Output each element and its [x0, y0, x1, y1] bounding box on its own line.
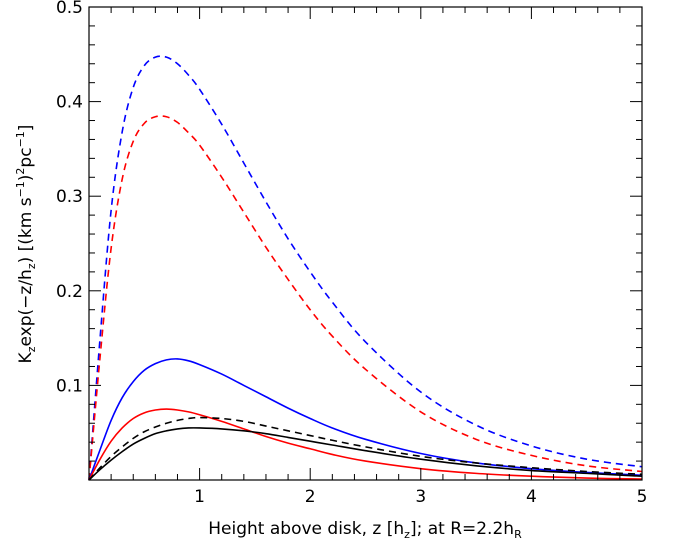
y-axis-label-part: )	[16, 175, 36, 182]
y-tick-label: 0.5	[56, 0, 83, 18]
x-axis-label: Height above disk, z [hz]; at R=2.2hR	[208, 519, 522, 541]
y-axis-label-part: exp(−z/h	[16, 269, 36, 346]
y-axis-label-sub: z	[25, 346, 38, 352]
dashed-series-line-0	[88, 55, 643, 481]
y-axis-label-sup: −1	[14, 181, 27, 197]
y-axis-label-part: K	[16, 351, 36, 363]
y-axis-label-sup: 2	[14, 168, 27, 175]
y-axis-label-sup: −1	[14, 131, 27, 147]
dashed-series-line-4	[88, 416, 643, 481]
x-tick-label: 5	[637, 487, 648, 507]
y-axis-label-part: ]	[16, 125, 36, 132]
x-tick-label: 3	[415, 487, 426, 507]
x-axis-label-part: ]; at R=2.2h	[410, 519, 514, 539]
y-tick-label: 0.3	[56, 187, 83, 207]
y-tick-label: 0.2	[56, 282, 83, 302]
x-axis-label-sub: z	[404, 528, 410, 541]
plot-frame	[88, 6, 643, 481]
x-tick-label: 4	[526, 487, 537, 507]
y-axis-label-part: pc	[16, 147, 36, 167]
dashed-series-line-1	[88, 115, 643, 481]
y-axis-label-part: ) [(km s	[16, 197, 36, 263]
series-lines	[88, 55, 643, 481]
solid-series-line-3	[88, 408, 643, 481]
x-axis-label-sub: R	[514, 528, 522, 541]
x-tick-label: 1	[194, 487, 205, 507]
axis-ticks	[88, 6, 643, 481]
solid-series-line-5	[88, 427, 643, 481]
y-axis-label: Kzexp(−z/hz) [(km s−1)2pc−1]	[14, 125, 38, 364]
y-tick-label: 0.1	[56, 376, 83, 396]
tick-labels: 1 2 3 4 5 0.1 0.2 0.3 0.4 0.5	[56, 0, 647, 507]
x-tick-label: 2	[305, 487, 316, 507]
y-tick-label: 0.4	[56, 93, 83, 113]
y-axis-label-sub: z	[25, 263, 38, 269]
solid-series-line-2	[88, 358, 643, 481]
x-axis-label-part: Height above disk, z [h	[208, 519, 404, 539]
